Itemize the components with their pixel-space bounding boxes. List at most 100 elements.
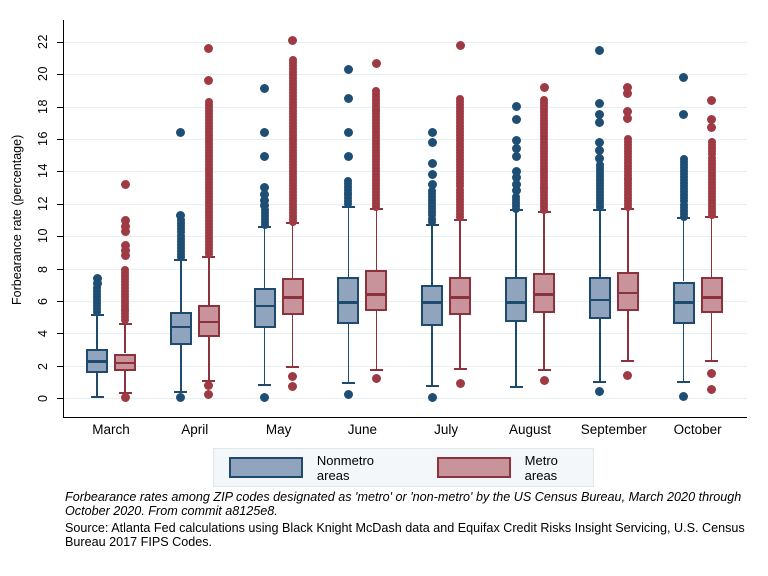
legend-label-metro: Metro areas: [524, 452, 558, 483]
outlier-metro-september: [623, 113, 633, 123]
outlier-metro-september: [623, 107, 633, 117]
whisker-low-nonmetro-march: [96, 372, 98, 398]
outlier-low-nonmetro-october: [679, 391, 689, 401]
outlier-metro-october: [707, 95, 717, 105]
box-metro-september: [616, 271, 639, 311]
outlier-nonmetro-may: [260, 196, 270, 206]
whisker-high-metro-august: [543, 211, 545, 274]
whisker-cap-low-nonmetro-march: [90, 396, 104, 399]
outlier-dense-metro-october: [707, 138, 716, 147]
x-tick-label-may: May: [265, 422, 292, 437]
legend-swatch-metro: [436, 457, 511, 478]
y-tick-14: [57, 171, 63, 173]
outlier-metro-march: [120, 241, 130, 251]
y-tick-2: [57, 365, 63, 367]
outlier-nonmetro-may: [260, 152, 270, 162]
whisker-low-nonmetro-september: [599, 318, 601, 382]
whisker-cap-low-nonmetro-july: [425, 384, 439, 387]
whisker-high-metro-march: [124, 323, 126, 354]
outlier-nonmetro-june: [343, 94, 353, 104]
outlier-nonmetro-august: [511, 102, 521, 112]
whisker-cap-low-metro-august: [537, 369, 551, 372]
whisker-high-nonmetro-september: [599, 210, 601, 277]
outlier-nonmetro-september: [595, 137, 605, 147]
outlier-nonmetro-july: [427, 128, 437, 138]
y-tick-8: [57, 268, 63, 270]
median-nonmetro-april: [171, 325, 190, 329]
outlier-low-nonmetro-april: [176, 392, 186, 402]
whisker-low-metro-august: [543, 313, 545, 371]
outlier-dense-metro-june: [372, 86, 381, 95]
figure-source: Source: Atlanta Fed calculations using B…: [65, 521, 745, 549]
whisker-low-metro-july: [459, 315, 461, 369]
whisker-high-metro-october: [710, 216, 713, 277]
whisker-low-metro-march: [124, 371, 126, 394]
outlier-metro-july: [455, 40, 465, 50]
gridline-0: [63, 398, 747, 399]
median-metro-march: [116, 361, 134, 365]
whisker-cap-low-metro-june: [369, 369, 383, 372]
gridline-6: [63, 300, 747, 302]
whisker-high-nonmetro-july: [431, 224, 433, 285]
outlier-metro-may: [288, 35, 298, 45]
whisker-high-nonmetro-may: [263, 227, 266, 288]
whisker-high-nonmetro-october: [682, 218, 685, 282]
box-nonmetro-august: [505, 276, 527, 322]
gridline-18: [63, 106, 747, 108]
outlier-nonmetro-may: [260, 200, 270, 210]
median-nonmetro-march: [88, 360, 106, 363]
outlier-metro-march: [120, 221, 130, 231]
outlier-nonmetro-september: [595, 99, 605, 109]
whisker-high-metro-may: [291, 223, 294, 279]
whisker-low-metro-september: [627, 310, 629, 361]
outlier-low-nonmetro-june: [343, 390, 353, 400]
outlier-nonmetro-september: [595, 118, 605, 128]
y-axis-title: Forbearance rate (percentage): [10, 134, 24, 306]
box-metro-june: [365, 270, 388, 311]
outlier-metro-march: [120, 215, 130, 225]
outlier-dense-nonmetro-october: [679, 154, 688, 163]
whisker-cap-low-nonmetro-august: [509, 385, 523, 388]
outlier-metro-march: [120, 251, 130, 261]
legend-swatch-nonmetro: [229, 457, 303, 478]
outlier-nonmetro-august: [511, 136, 521, 146]
whisker-low-metro-october: [710, 313, 713, 361]
whisker-low-metro-june: [375, 310, 378, 371]
median-nonmetro-may: [255, 304, 274, 308]
outlier-nonmetro-august: [511, 152, 521, 162]
median-metro-august: [535, 293, 553, 296]
outlier-metro-april: [204, 44, 214, 53]
outlier-nonmetro-june: [343, 128, 353, 138]
outlier-nonmetro-september: [595, 154, 605, 164]
gridline-8: [63, 268, 747, 270]
x-axis-line: [63, 417, 747, 418]
outlier-nonmetro-july: [427, 170, 437, 180]
whisker-cap-low-nonmetro-september: [593, 380, 607, 383]
whisker-high-metro-june: [375, 208, 378, 271]
outlier-nonmetro-august: [511, 186, 521, 196]
outlier-dense-nonmetro-march: [93, 283, 101, 292]
outlier-low-metro-march: [120, 393, 130, 403]
whisker-low-metro-may: [291, 315, 294, 368]
y-tick-label-22: 22: [36, 34, 50, 50]
y-axis-line: [63, 20, 64, 417]
whisker-cap-low-metro-september: [621, 359, 635, 362]
outlier-low-metro-june: [371, 374, 381, 384]
outlier-metro-april: [204, 76, 214, 86]
x-tick-label-june: June: [347, 422, 378, 437]
whisker-high-metro-september: [627, 208, 629, 272]
outlier-dense-metro-august: [540, 96, 548, 105]
box-nonmetro-june: [337, 276, 360, 324]
outlier-dense-nonmetro-september: [595, 161, 604, 169]
outlier-dense-metro-july: [456, 94, 465, 103]
legend: Nonmetro areas Metro areas: [213, 448, 594, 487]
outlier-metro-march: [120, 246, 130, 256]
outlier-nonmetro-august: [511, 115, 521, 125]
outlier-metro-september: [623, 89, 633, 99]
x-tick-label-october: October: [673, 422, 722, 437]
whisker-cap-low-nonmetro-april: [174, 391, 188, 394]
median-metro-july: [451, 296, 470, 299]
outlier-nonmetro-august: [511, 144, 521, 154]
